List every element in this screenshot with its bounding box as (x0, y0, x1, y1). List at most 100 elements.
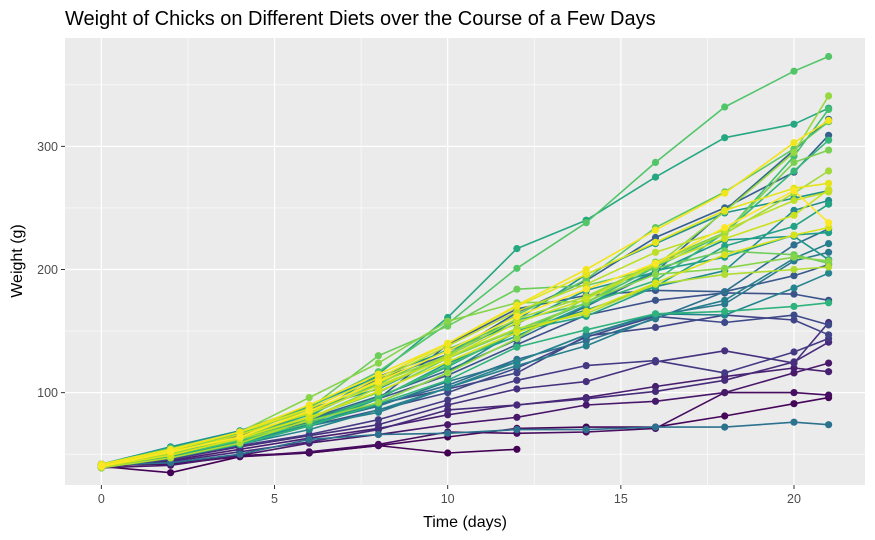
data-point (582, 426, 590, 434)
data-point (513, 385, 521, 393)
data-point (790, 311, 798, 319)
data-point (721, 206, 729, 214)
data-point (721, 134, 729, 142)
data-point (513, 312, 521, 320)
data-point (651, 270, 660, 278)
data-point (444, 421, 452, 429)
data-point (582, 337, 590, 345)
x-tick-label: 15 (614, 492, 628, 506)
chick-series-16 (97, 418, 833, 469)
data-point (651, 173, 660, 181)
series-line (101, 226, 829, 468)
data-point (651, 397, 660, 405)
data-point (721, 235, 729, 243)
series-line (101, 188, 830, 467)
data-point (790, 302, 798, 310)
data-point (825, 105, 833, 113)
data-point (444, 429, 452, 437)
data-point (721, 189, 729, 197)
y-tick-label: 300 (37, 140, 58, 154)
data-point (651, 226, 660, 234)
series-line (101, 119, 830, 465)
data-point (790, 187, 798, 195)
data-point (651, 259, 660, 267)
series-line (101, 362, 829, 469)
data-point (97, 462, 105, 471)
data-point (582, 378, 590, 386)
data-point (721, 318, 729, 327)
data-point (790, 211, 798, 219)
data-point (825, 179, 833, 187)
data-point (825, 200, 833, 208)
series-line (101, 189, 830, 468)
data-point (444, 317, 452, 325)
data-point (825, 240, 833, 248)
data-point (721, 369, 729, 377)
data-point (444, 369, 452, 377)
data-point (513, 285, 521, 293)
data-point (374, 440, 382, 448)
data-point (305, 401, 313, 409)
data-point (513, 376, 521, 384)
data-point (444, 396, 452, 404)
data-point (721, 288, 729, 296)
data-point (513, 264, 521, 272)
data-point (721, 423, 729, 431)
data-point (825, 167, 833, 175)
data-point (582, 326, 590, 334)
series-line (101, 107, 829, 468)
data-point (721, 224, 729, 232)
data-point (790, 253, 798, 261)
data-point (513, 245, 521, 253)
data-point (790, 231, 798, 239)
data-point (305, 407, 313, 415)
data-point (721, 376, 729, 384)
data-point (825, 257, 833, 265)
data-point (513, 334, 521, 343)
data-point (374, 398, 382, 407)
data-point (825, 146, 833, 154)
data-point (790, 139, 798, 147)
data-point (582, 401, 590, 409)
data-point (721, 412, 729, 420)
data-point (444, 401, 452, 409)
data-point (790, 400, 798, 408)
data-point (651, 310, 660, 318)
data-point (582, 219, 590, 227)
data-point (444, 449, 452, 457)
data-point (721, 347, 729, 355)
data-point (305, 413, 313, 421)
data-point (651, 296, 660, 304)
data-point (790, 418, 798, 426)
data-point (651, 323, 660, 331)
data-point (513, 426, 521, 434)
x-axis: 0 5 10 15 20 (98, 485, 801, 506)
series-line (101, 391, 829, 467)
data-point (790, 167, 798, 175)
series-line (101, 302, 829, 467)
data-point (513, 318, 521, 327)
data-point (721, 270, 729, 278)
data-point (790, 272, 798, 280)
data-point (790, 158, 798, 166)
chick-series-42 (97, 187, 833, 471)
data-point (825, 248, 833, 256)
data-point (582, 285, 590, 293)
data-point (374, 352, 382, 360)
data-point (790, 67, 798, 75)
data-point (444, 376, 452, 384)
data-point (305, 435, 313, 443)
data-point (305, 394, 313, 402)
data-point (825, 136, 833, 144)
data-point (236, 428, 244, 436)
data-point (513, 328, 521, 336)
data-point (825, 52, 833, 61)
x-tick-label: 10 (441, 492, 455, 506)
data-point (374, 359, 382, 367)
data-point (513, 413, 521, 421)
data-point (721, 296, 729, 304)
data-point (651, 158, 660, 166)
data-point (651, 357, 660, 365)
data-point (582, 342, 590, 350)
data-point (790, 222, 798, 230)
